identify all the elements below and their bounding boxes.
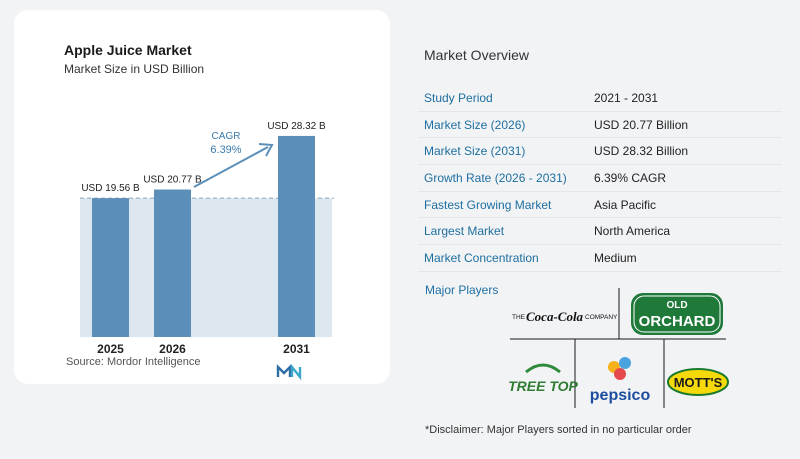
- tree-top-logo: TREE TOP: [508, 363, 579, 394]
- major-players-title: Major Players: [425, 283, 499, 297]
- row-label: Study Period: [424, 90, 493, 105]
- coca-cola-company-logo: THE Coca-Cola COMPANY: [512, 309, 618, 324]
- row-value: 6.39% CAGR: [594, 170, 667, 185]
- svg-text:pepsico: pepsico: [590, 387, 651, 404]
- table-row: Study Period 2021 - 2031: [418, 85, 782, 112]
- svg-text:ORCHARD: ORCHARD: [639, 313, 716, 330]
- disclaimer-note: *Disclaimer: Major Players sorted in no …: [425, 424, 692, 436]
- cagr-arrow: [193, 146, 269, 188]
- old-orchard-logo: OLD ORCHARD: [631, 293, 723, 335]
- x-tick-label: 2025: [97, 342, 124, 356]
- row-label: Market Size (2026): [424, 117, 526, 132]
- table-row: Market Size (2026) USD 20.77 Billion: [418, 112, 782, 139]
- x-tick-label: 2031: [283, 342, 310, 356]
- source-note: Source: Mordor Intelligence: [66, 356, 201, 368]
- row-value: Medium: [594, 250, 637, 265]
- svg-text:MOTT'S: MOTT'S: [674, 375, 723, 390]
- table-row: Largest Market North America: [418, 218, 782, 246]
- bar: [278, 135, 315, 337]
- table-row: Fastest Growing Market Asia Pacific: [418, 192, 782, 219]
- svg-text:THE: THE: [512, 314, 526, 321]
- table-row: Market Concentration Medium: [418, 245, 782, 272]
- svg-text:OLD: OLD: [666, 300, 687, 311]
- market-overview-title: Market Overview: [424, 47, 530, 63]
- row-label: Largest Market: [424, 224, 505, 239]
- cagr-label: CAGR: [212, 131, 241, 142]
- svg-text:COMPANY: COMPANY: [585, 314, 618, 321]
- row-value: North America: [594, 224, 671, 239]
- table-row: Growth Rate (2026 - 2031) 6.39% CAGR: [418, 165, 782, 192]
- cagr-value: 6.39%: [210, 144, 241, 156]
- value-label: USD 19.56 B: [81, 183, 140, 194]
- row-value: USD 20.77 Billion: [594, 117, 689, 132]
- bar: [154, 189, 191, 337]
- row-value: USD 28.32 Billion: [594, 144, 689, 159]
- market-overview-table: Study Period 2021 - 2031 Market Size (202…: [418, 85, 782, 272]
- svg-text:Coca-Cola: Coca-Cola: [526, 309, 584, 324]
- row-label: Growth Rate (2026 - 2031): [424, 170, 567, 185]
- cagr-arrowhead: [258, 143, 274, 157]
- bar-chart: USD 19.56 B 2025 USD 20.77 B 2026 USD 28.32 …: [80, 121, 334, 381]
- value-label: USD 20.77 B: [143, 175, 202, 186]
- mordor-intelligence-logo: [276, 363, 302, 381]
- row-value: 2021 - 2031: [594, 90, 659, 105]
- chart-subtitle: Market Size in USD Billion: [64, 62, 205, 76]
- x-tick-label: 2026: [159, 342, 186, 356]
- row-value: Asia Pacific: [594, 197, 657, 212]
- pepsico-logo: pepsico: [590, 357, 651, 404]
- svg-text:TREE TOP: TREE TOP: [508, 378, 578, 394]
- value-label: USD 28.32 B: [267, 121, 326, 132]
- table-row: Market Size (2031) USD 28.32 Billion: [418, 138, 782, 166]
- chart-title: Apple Juice Market: [64, 42, 192, 58]
- row-label: Market Concentration: [424, 250, 539, 265]
- motts-logo: MOTT'S: [667, 368, 729, 396]
- row-label: Fastest Growing Market: [424, 197, 552, 212]
- row-label: Market Size (2031): [424, 144, 526, 159]
- bar: [92, 198, 129, 337]
